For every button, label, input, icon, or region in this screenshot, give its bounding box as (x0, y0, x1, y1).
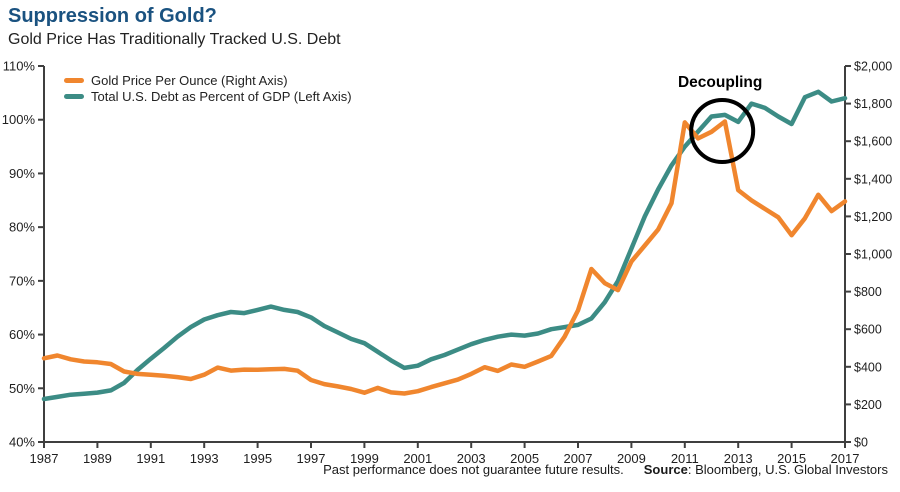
x-axis-tick-label: 2009 (617, 451, 646, 466)
left-axis-tick-label: 60% (9, 327, 35, 342)
x-axis-tick-label: 2005 (510, 451, 539, 466)
x-axis-tick-label: 1989 (83, 451, 112, 466)
page-title: Suppression of Gold? (8, 5, 217, 27)
x-axis-tick-label: 1997 (297, 451, 326, 466)
left-axis-tick-label: 40% (9, 435, 35, 450)
legend-item-gold: Gold Price Per Ounce (Right Axis) (64, 72, 352, 88)
gold-line (41, 119, 848, 396)
right-axis-tick-label: $1,400 (854, 172, 892, 186)
source-rest: : Bloomberg, U.S. Global Investors (687, 462, 888, 477)
debt-line-swatch (64, 93, 84, 99)
x-axis-tick-label: 2015 (777, 451, 806, 466)
right-axis-tick-label: $800 (854, 285, 882, 299)
chart-footer: Past performance does not guarantee futu… (323, 462, 888, 477)
source-text: Source: Bloomberg, U.S. Global Investors (644, 462, 888, 477)
right-axis-tick-label: $1,600 (854, 135, 892, 149)
x-axis-tick-label: 2013 (724, 451, 753, 466)
right-axis-tick-label: $1,800 (854, 97, 892, 111)
legend-label-debt: Total U.S. Debt as Percent of GDP (Left … (91, 88, 352, 104)
x-axis-tick-label: 1995 (243, 451, 272, 466)
right-axis-tick-label: $0 (854, 436, 868, 450)
right-axis-tick-label: $1,200 (854, 210, 892, 224)
left-axis-tick-label: 110% (3, 59, 36, 74)
x-axis-tick-label: 2011 (671, 451, 699, 466)
x-axis-tick-label: 1999 (350, 451, 379, 466)
x-axis-tick-label: 1993 (190, 451, 219, 466)
legend-label-gold: Gold Price Per Ounce (Right Axis) (91, 72, 288, 88)
legend-item-debt: Total U.S. Debt as Percent of GDP (Left … (64, 88, 352, 104)
source-label: Source (643, 462, 688, 477)
right-axis-tick-label: $600 (854, 323, 882, 337)
right-axis-tick-label: $400 (854, 360, 882, 374)
x-axis-tick-label: 2003 (457, 451, 486, 466)
left-axis-tick-label: 50% (9, 381, 35, 396)
x-axis-tick-label: 2017 (831, 451, 860, 466)
chart-legend: Gold Price Per Ounce (Right Axis) Total … (64, 72, 352, 104)
decoupling-circle (689, 97, 756, 164)
x-axis-tick-label: 1987 (30, 451, 59, 466)
disclaimer-text: Past performance does not guarantee futu… (323, 462, 624, 477)
x-axis-tick-label: 2007 (564, 451, 593, 466)
x-axis-tick-label: 1991 (136, 451, 165, 466)
gold-line-swatch (64, 77, 84, 83)
left-axis-tick-label: 70% (9, 273, 35, 288)
page-subtitle: Gold Price Has Traditionally Tracked U.S… (8, 31, 341, 48)
right-axis-tick-label: $2,000 (854, 60, 892, 74)
right-axis-tick-label: $200 (854, 398, 882, 412)
x-axis-tick-label: 2001 (403, 451, 432, 466)
right-axis-tick-label: $1,000 (854, 248, 892, 262)
decoupling-label: Decoupling (678, 74, 762, 91)
left-axis-tick-label: 100% (2, 112, 36, 127)
left-axis-tick-label: 80% (9, 220, 35, 235)
left-axis-tick-label: 90% (9, 166, 35, 181)
debt-line (41, 89, 848, 402)
